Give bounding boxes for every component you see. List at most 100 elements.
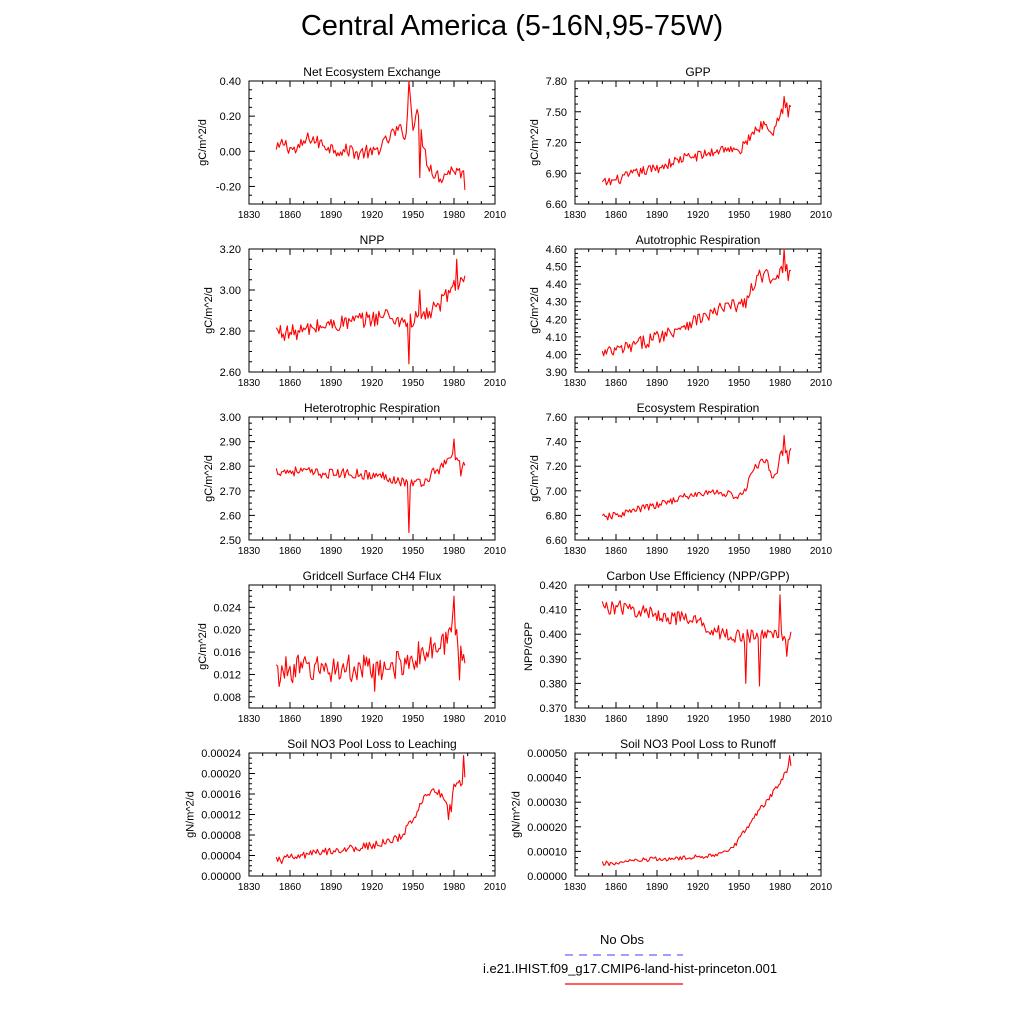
y-tick-label: 0.020 <box>213 625 241 637</box>
x-tick-label: 1980 <box>769 210 792 221</box>
x-tick-label: 2010 <box>484 714 507 725</box>
x-tick-label: 2010 <box>484 378 507 389</box>
x-tick-label: 2010 <box>484 882 507 893</box>
x-tick-label: 1980 <box>443 546 466 557</box>
chart-panel-8: Soil NO3 Pool Loss to Leaching 1830 1860 18… <box>185 737 507 893</box>
y-tick-label: 7.40 <box>546 437 567 449</box>
x-tick-label: 1890 <box>646 378 669 389</box>
x-tick-label: 1980 <box>443 378 466 389</box>
y-tick-label: 0.420 <box>539 580 567 592</box>
y-tick-label: -0.20 <box>216 181 241 193</box>
series-line <box>275 438 466 534</box>
x-tick-label: 1950 <box>402 714 425 725</box>
x-tick-label: 1950 <box>402 210 425 221</box>
y-tick-label: 0.380 <box>539 678 567 690</box>
chart-title: Gridcell Surface CH4 Flux <box>303 569 442 583</box>
y-tick-label: 2.50 <box>220 535 241 547</box>
x-tick-label: 1980 <box>769 546 792 557</box>
y-tick-label: 3.00 <box>220 285 241 297</box>
x-tick-label: 1920 <box>687 378 710 389</box>
y-axis-label: gN/m^2/d <box>511 791 523 838</box>
y-tick-label: 4.50 <box>546 262 567 274</box>
x-tick-label: 1950 <box>728 714 751 725</box>
x-tick-label: 1860 <box>605 210 628 221</box>
x-tick-label: 1830 <box>564 378 587 389</box>
x-tick-label: 1890 <box>646 546 669 557</box>
x-tick-label: 1830 <box>238 714 261 725</box>
chart-panel-9: Soil NO3 Pool Loss to Runoff 1830 1860 1890… <box>511 737 833 893</box>
y-tick-label: 0.00008 <box>201 830 241 842</box>
x-tick-label: 1860 <box>605 714 628 725</box>
x-tick-label: 1830 <box>238 546 261 557</box>
series-line <box>275 80 466 190</box>
x-tick-label: 1980 <box>769 378 792 389</box>
y-tick-label: 2.80 <box>220 326 241 338</box>
x-tick-label: 1980 <box>443 714 466 725</box>
y-tick-label: 2.60 <box>220 510 241 522</box>
y-tick-label: 6.90 <box>546 168 567 180</box>
y-tick-label: 0.00016 <box>201 789 241 801</box>
x-tick-label: 1920 <box>361 882 384 893</box>
y-tick-label: 0.00024 <box>201 748 241 760</box>
x-tick-label: 1920 <box>687 714 710 725</box>
x-tick-label: 1890 <box>320 714 343 725</box>
y-tick-label: 0.00000 <box>201 871 241 883</box>
chart-panel-1: GPP 1830 1860 1890 1920 1950 1980 2010 6.60 6.90 7… <box>529 65 832 221</box>
x-tick-label: 1890 <box>320 378 343 389</box>
y-tick-label: 7.50 <box>546 107 567 119</box>
y-axis-label: gC/m^2/d <box>203 287 215 334</box>
y-tick-label: 4.60 <box>546 244 567 256</box>
series-line <box>275 258 466 365</box>
chart-title: Carbon Use Efficiency (NPP/GPP) <box>606 569 789 583</box>
x-tick-label: 1860 <box>279 714 302 725</box>
y-tick-label: 2.60 <box>220 367 241 379</box>
y-tick-label: 0.012 <box>213 669 241 681</box>
chart-panel-2: NPP 1830 1860 1890 1920 1950 1980 2010 2.60 2.80 3… <box>203 233 506 389</box>
y-axis-label: gC/m^2/d <box>529 455 541 502</box>
x-tick-label: 1860 <box>605 546 628 557</box>
x-tick-label: 1860 <box>279 378 302 389</box>
y-tick-label: 2.80 <box>220 461 241 473</box>
y-tick-label: 0.00010 <box>527 846 567 858</box>
x-tick-label: 1950 <box>728 210 751 221</box>
series-line <box>601 95 792 186</box>
x-tick-label: 1950 <box>728 378 751 389</box>
x-tick-label: 1950 <box>402 546 425 557</box>
x-tick-label: 1860 <box>605 882 628 893</box>
x-tick-label: 1980 <box>443 882 466 893</box>
y-axis-label: gC/m^2/d <box>197 119 209 166</box>
y-tick-label: 0.024 <box>213 602 241 614</box>
chart-panel-6: Gridcell Surface CH4 Flux 1830 1860 1890 192… <box>197 569 507 725</box>
plot-frame <box>248 248 496 373</box>
y-tick-label: 0.00012 <box>201 810 241 822</box>
y-axis-label: gN/m^2/d <box>185 791 197 838</box>
chart-title: NPP <box>360 233 385 247</box>
x-tick-label: 1830 <box>564 546 587 557</box>
y-tick-label: 0.40 <box>220 76 241 88</box>
x-tick-label: 1860 <box>279 882 302 893</box>
y-tick-label: 0.00000 <box>527 871 567 883</box>
y-tick-label: 0.20 <box>220 111 241 123</box>
chart-title: Autotrophic Respiration <box>636 233 761 247</box>
x-tick-label: 1890 <box>646 882 669 893</box>
y-tick-label: 3.00 <box>220 412 241 424</box>
series-line <box>275 755 466 865</box>
chart-panel-3: Autotrophic Respiration 1830 1860 1890 1920 1… <box>529 233 832 389</box>
y-tick-label: 0.390 <box>539 654 567 666</box>
series-line <box>601 754 792 867</box>
chart-title: Soil NO3 Pool Loss to Leaching <box>287 737 456 751</box>
y-tick-label: 3.20 <box>220 244 241 256</box>
x-tick-label: 1920 <box>687 210 710 221</box>
chart-title: Heterotrophic Respiration <box>304 401 440 415</box>
y-tick-label: 0.400 <box>539 629 567 641</box>
y-tick-label: 7.60 <box>546 412 567 424</box>
chart-title: Ecosystem Respiration <box>637 401 760 415</box>
y-axis-label: gC/m^2/d <box>529 287 541 334</box>
y-tick-label: 4.20 <box>546 314 567 326</box>
x-tick-label: 1860 <box>279 546 302 557</box>
y-tick-label: 7.20 <box>546 461 567 473</box>
y-tick-label: 0.00040 <box>527 773 567 785</box>
x-tick-label: 1830 <box>238 210 261 221</box>
y-tick-label: 2.90 <box>220 437 241 449</box>
